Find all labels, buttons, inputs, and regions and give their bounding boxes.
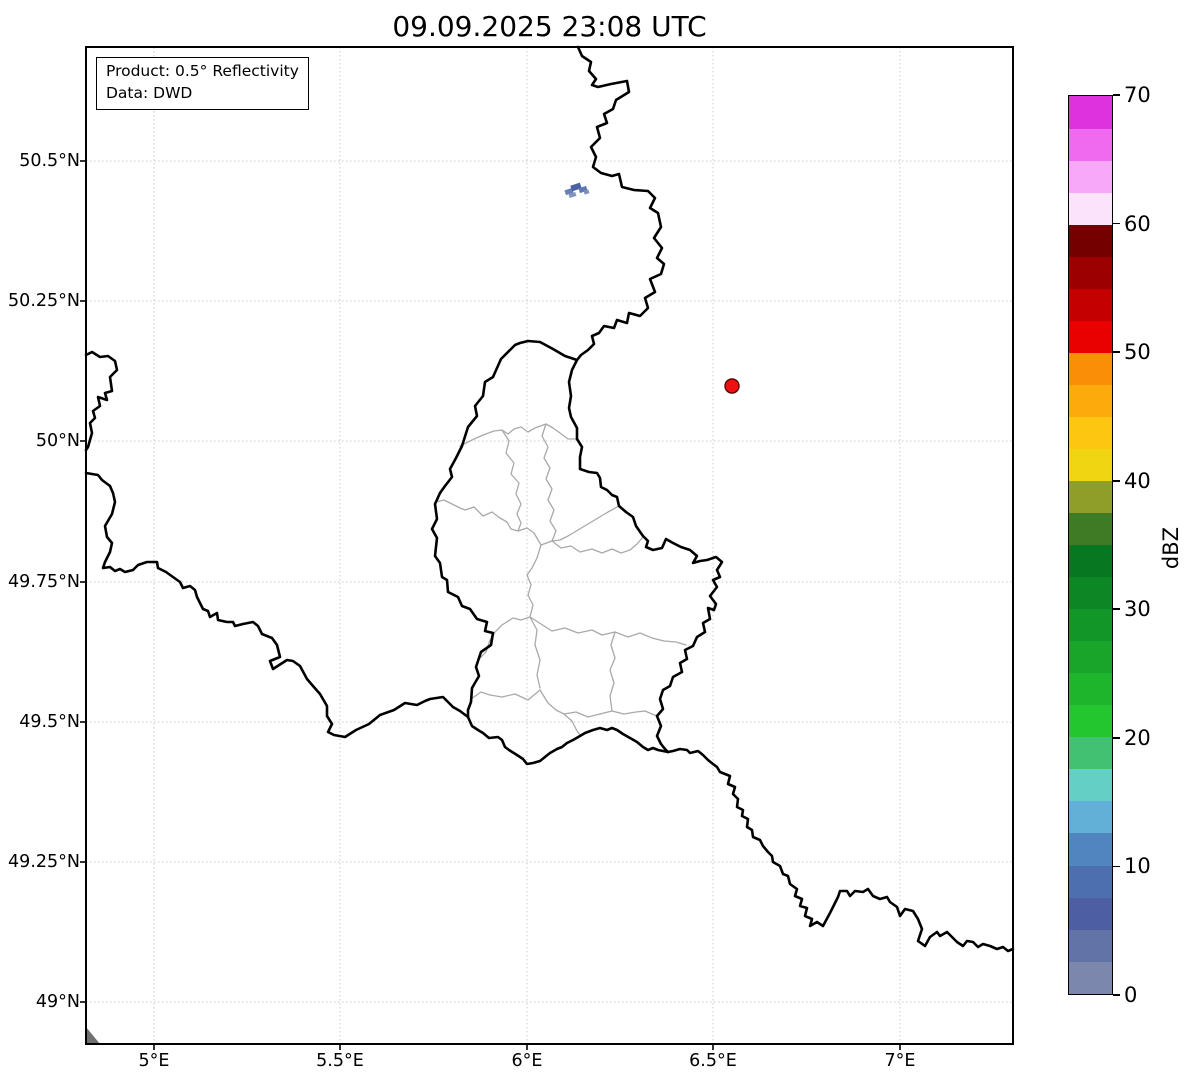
y-tick-label: 50.5°N <box>19 151 80 171</box>
colorbar-segment <box>1069 736 1112 770</box>
colorbar-segment <box>1069 416 1112 449</box>
product-info-box: Product: 0.5° Reflectivity Data: DWD <box>96 57 309 111</box>
colorbar-segment <box>1069 768 1112 802</box>
x-tick-label: 6°E <box>511 1051 543 1071</box>
radar-echo-pixel <box>568 192 577 198</box>
country-border <box>575 45 666 362</box>
colorbar-tick-label: 50 <box>1124 340 1151 365</box>
colorbar-segment <box>1069 192 1112 225</box>
colorbar-tick <box>1113 479 1120 482</box>
y-tick-label: 50°N <box>35 431 80 451</box>
colorbar-segment <box>1069 640 1112 674</box>
y-tick-label: 50.25°N <box>8 291 80 311</box>
colorbar-segment <box>1069 384 1112 417</box>
colorbar-tick <box>1113 994 1120 996</box>
colorbar-segment <box>1069 256 1112 289</box>
district-border <box>541 423 557 542</box>
district-border <box>501 429 522 532</box>
colorbar-segment <box>1069 832 1112 866</box>
colorbar-tick-label: 30 <box>1124 597 1151 622</box>
product-info-line1: Product: 0.5° Reflectivity <box>106 62 299 80</box>
district-border <box>539 689 582 737</box>
colorbar-tick-label: 0 <box>1124 983 1138 1007</box>
colorbar-segment <box>1069 512 1112 546</box>
radar-site-marker <box>724 378 740 394</box>
colorbar-segment <box>1069 865 1112 898</box>
colorbar-segment <box>1069 608 1112 642</box>
district-border <box>529 616 541 689</box>
colorbar-segment <box>1069 800 1112 834</box>
x-tick-label: 5°E <box>138 1051 170 1071</box>
colorbar-segment <box>1069 288 1112 321</box>
country-border <box>84 471 470 739</box>
y-tick-label: 49.75°N <box>8 572 80 592</box>
map-frame <box>85 46 1014 1045</box>
colorbar-axis-label: dBZ <box>1159 526 1183 570</box>
colorbar-tick <box>1113 351 1120 353</box>
colorbar-segment <box>1069 704 1112 738</box>
colorbar-tick <box>1113 865 1120 868</box>
country-border <box>84 350 119 452</box>
colorbar <box>1068 95 1113 995</box>
colorbar-tick <box>1113 94 1120 96</box>
colorbar-segment <box>1069 672 1112 706</box>
colorbar-segment <box>1069 352 1112 385</box>
district-border <box>551 505 620 542</box>
country-border <box>466 715 670 766</box>
district-border <box>470 689 541 701</box>
colorbar-tick <box>1113 737 1120 739</box>
country-border <box>567 358 724 754</box>
colorbar-segment <box>1069 160 1112 193</box>
district-border <box>609 631 616 712</box>
colorbar-segment <box>1069 448 1112 481</box>
colorbar-tick-label: 20 <box>1124 725 1151 750</box>
colorbar-segment <box>1069 128 1112 161</box>
colorbar-tick <box>1113 222 1120 225</box>
y-tick-label: 49.5°N <box>19 712 80 732</box>
colorbar-segment <box>1069 929 1112 962</box>
district-border <box>477 616 531 661</box>
colorbar-tick <box>1113 608 1120 611</box>
district-border <box>435 499 644 554</box>
colorbar-segment <box>1069 320 1112 353</box>
colorbar-tick-label: 10 <box>1124 854 1151 879</box>
district-border <box>459 423 578 447</box>
colorbar-segment <box>1069 961 1112 994</box>
colorbar-tick-label: 60 <box>1124 211 1151 236</box>
country-border <box>666 747 1015 953</box>
colorbar-segment <box>1069 544 1112 578</box>
x-tick-label: 7°E <box>884 1051 916 1071</box>
district-border <box>563 710 658 718</box>
x-tick-label: 5.5°E <box>316 1051 364 1071</box>
radar-echo-pixel <box>583 189 590 195</box>
y-tick-label: 49.25°N <box>8 852 80 872</box>
product-info-line2: Data: DWD <box>106 83 193 102</box>
colorbar-tick-label: 40 <box>1124 468 1151 493</box>
colorbar-segment <box>1069 480 1112 514</box>
plot-title: 09.09.2025 23:08 UTC <box>392 10 707 43</box>
y-tick-label: 49°N <box>35 992 80 1012</box>
corner-border-sliver <box>86 1027 100 1044</box>
colorbar-segment <box>1069 224 1112 257</box>
district-border <box>529 616 687 646</box>
colorbar-tick-label: 70 <box>1124 83 1151 107</box>
x-tick-label: 6.5°E <box>689 1051 737 1071</box>
country-border <box>430 339 579 719</box>
district-border <box>526 544 542 618</box>
colorbar-segment <box>1069 96 1112 129</box>
colorbar-segment <box>1069 576 1112 610</box>
colorbar-segment <box>1069 897 1112 930</box>
